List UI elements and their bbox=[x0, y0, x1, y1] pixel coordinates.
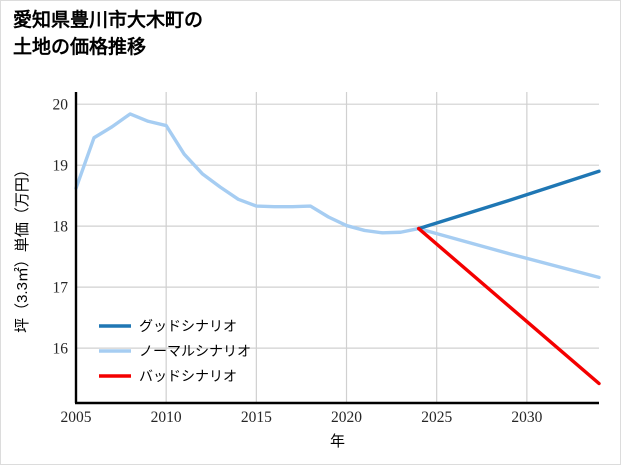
legend-item-label[interactable]: グッドシナリオ bbox=[139, 318, 237, 334]
series-line bbox=[74, 112, 601, 280]
y-tick-label: 16 bbox=[53, 341, 69, 358]
x-tick-label: 2010 bbox=[151, 409, 182, 426]
y-axis-tick-labels: 16 17 18 19 20 bbox=[53, 97, 69, 358]
y-tick-label: 17 bbox=[53, 280, 69, 297]
y-tick-label: 20 bbox=[53, 97, 69, 114]
x-tick-label: 2030 bbox=[511, 409, 542, 426]
x-axis-tick-labels: 2005 2010 2015 2020 2025 2030 bbox=[61, 409, 543, 426]
x-tick-label: 2020 bbox=[331, 409, 362, 426]
series-line bbox=[416, 226, 601, 386]
legend-item-label[interactable]: ノーマルシナリオ bbox=[139, 343, 251, 359]
y-tick-label: 18 bbox=[53, 219, 69, 236]
y-axis-label: 坪（3.3㎡）単価（万円） bbox=[14, 162, 31, 333]
x-tick-label: 2025 bbox=[421, 409, 452, 426]
x-axis-label: 年 bbox=[330, 433, 345, 450]
page-title: 愛知県豊川市大木町の 土地の価格推移 bbox=[13, 10, 204, 58]
legend-item-label[interactable]: バッドシナリオ bbox=[139, 368, 237, 384]
series-line bbox=[416, 169, 601, 231]
data-series-group bbox=[74, 112, 601, 386]
x-tick-label: 2015 bbox=[241, 409, 272, 426]
x-tick-label: 2005 bbox=[61, 409, 92, 426]
y-tick-label: 19 bbox=[53, 158, 69, 175]
grid-lines bbox=[75, 92, 599, 403]
axis-spines bbox=[74, 92, 599, 405]
